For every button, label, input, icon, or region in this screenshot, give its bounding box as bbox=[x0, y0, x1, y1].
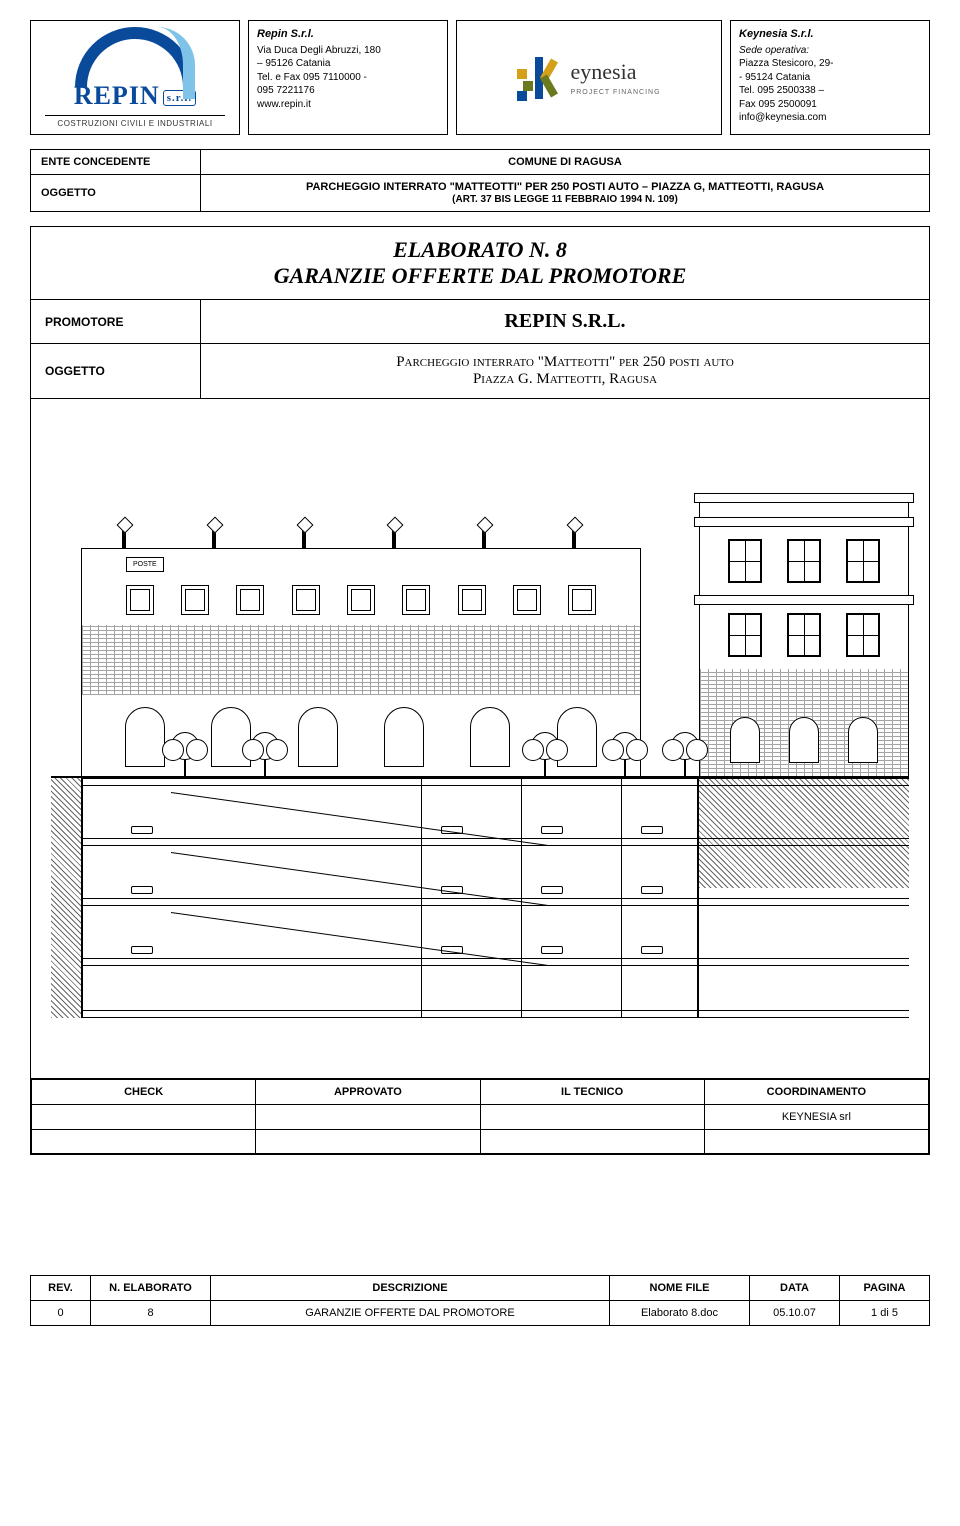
main-title: ELABORATO N. 8 GARANZIE OFFERTE DAL PROM… bbox=[31, 227, 930, 300]
check-h1: CHECK bbox=[32, 1080, 256, 1105]
keynesia-addr-line: Fax 095 2500091 bbox=[739, 99, 817, 110]
main-title-line2: GARANZIE OFFERTE DAL PROMOTORE bbox=[274, 263, 687, 288]
footer-num: 8 bbox=[91, 1301, 211, 1326]
ente-label: ENTE CONCEDENTE bbox=[31, 150, 201, 175]
repin-addr-line: www.repin.it bbox=[257, 99, 311, 110]
oggetto-top-line1: PARCHEGGIO INTERRATO "MATTEOTTI" PER 250… bbox=[306, 181, 824, 193]
oggetto-top-value: PARCHEGGIO INTERRATO "MATTEOTTI" PER 250… bbox=[201, 175, 930, 212]
repin-addr-line: Tel. e Fax 095 7110000 - bbox=[257, 72, 367, 83]
footer-desc: GARANZIE OFFERTE DAL PROMOTORE bbox=[211, 1301, 610, 1326]
repin-addr-line: – 95126 Catania bbox=[257, 58, 330, 69]
footer-h2: N. ELABORATO bbox=[91, 1276, 211, 1301]
promotore-label: PROMOTORE bbox=[31, 300, 201, 344]
underground-section bbox=[81, 778, 909, 1018]
check-cell bbox=[32, 1105, 256, 1130]
footer-pagina: 1 di 5 bbox=[840, 1301, 930, 1326]
footer-file: Elaborato 8.doc bbox=[610, 1301, 750, 1326]
keynesia-address-cell: Keynesia S.r.l. Sede operativa: Piazza S… bbox=[730, 20, 930, 135]
oggetto-label: OGGETTO bbox=[31, 344, 201, 399]
keynesia-name: eynesia bbox=[571, 59, 637, 84]
check-cell bbox=[480, 1130, 704, 1154]
keynesia-addr-line: info@keynesia.com bbox=[739, 112, 826, 123]
keynesia-sub: PROJECT FINANCING bbox=[571, 89, 661, 96]
oggetto-top-line2: (ART. 37 BIS LEGGE 11 FEBBRAIO 1994 N. 1… bbox=[452, 194, 678, 205]
repin-arc-icon bbox=[75, 27, 195, 87]
repin-logo: REPINs.r.l. COSTRUZIONI CIVILI E INDUSTR… bbox=[45, 27, 225, 128]
oggetto-value: Parcheggio interrato "Matteotti" per 250… bbox=[201, 344, 930, 399]
oggetto-top-label: OGGETTO bbox=[31, 175, 201, 212]
footer-table: REV. N. ELABORATO DESCRIZIONE NOME FILE … bbox=[30, 1275, 930, 1326]
check-cell bbox=[480, 1105, 704, 1130]
facade-right bbox=[699, 498, 909, 778]
keynesia-addr-line: Sede operativa: bbox=[739, 45, 809, 56]
footer-data: 05.10.07 bbox=[750, 1301, 840, 1326]
check-h4: COORDINAMENTO bbox=[704, 1080, 928, 1105]
keynesia-mark-icon bbox=[517, 55, 563, 101]
footer-h6: PAGINA bbox=[840, 1276, 930, 1301]
check-h2: APPROVATO bbox=[256, 1080, 480, 1105]
tree-icon bbox=[611, 732, 639, 776]
tree-icon bbox=[251, 732, 279, 776]
repin-addr-line: Via Duca Degli Abruzzi, 180 bbox=[257, 45, 381, 56]
architectural-drawing: POSTE bbox=[31, 399, 930, 1079]
oggetto-line2: Piazza G. Matteotti, Ragusa bbox=[473, 371, 657, 387]
check-cell bbox=[704, 1130, 928, 1154]
header-row: REPINs.r.l. COSTRUZIONI CIVILI E INDUSTR… bbox=[30, 20, 930, 135]
promotore-value: REPIN S.R.L. bbox=[201, 300, 930, 344]
footer-h5: DATA bbox=[750, 1276, 840, 1301]
repin-company: Repin S.r.l. bbox=[257, 27, 439, 42]
poste-sign: POSTE bbox=[126, 557, 164, 572]
check-cell bbox=[256, 1105, 480, 1130]
footer-rev: 0 bbox=[31, 1301, 91, 1326]
tree-icon bbox=[671, 732, 699, 776]
oggetto-line1: Parcheggio interrato "Matteotti" per 250… bbox=[396, 354, 734, 370]
footer-h3: DESCRIZIONE bbox=[211, 1276, 610, 1301]
keynesia-logo-cell: eynesia PROJECT FINANCING bbox=[456, 20, 722, 135]
repin-address-cell: Repin S.r.l. Via Duca Degli Abruzzi, 180… bbox=[248, 20, 448, 135]
tree-icon bbox=[531, 732, 559, 776]
check-coord-value: KEYNESIA srl bbox=[704, 1105, 928, 1130]
keynesia-text: eynesia PROJECT FINANCING bbox=[571, 59, 661, 97]
footer-h4: NOME FILE bbox=[610, 1276, 750, 1301]
keynesia-logo: eynesia PROJECT FINANCING bbox=[489, 55, 689, 101]
check-h3: IL TECNICO bbox=[480, 1080, 704, 1105]
keynesia-addr-line: Tel. 095 2500338 – bbox=[739, 85, 824, 96]
check-cell bbox=[32, 1130, 256, 1154]
main-box: ELABORATO N. 8 GARANZIE OFFERTE DAL PROM… bbox=[30, 226, 930, 1155]
keynesia-company: Keynesia S.r.l. bbox=[739, 27, 921, 42]
repin-addr-line: 095 7221176 bbox=[257, 85, 315, 96]
tree-icon bbox=[171, 732, 199, 776]
repin-tagline: COSTRUZIONI CIVILI E INDUSTRIALI bbox=[45, 115, 225, 128]
keynesia-addr-line: - 95124 Catania bbox=[739, 72, 810, 83]
check-cell bbox=[256, 1130, 480, 1154]
check-row: CHECK APPROVATO IL TECNICO COORDINAMENTO… bbox=[31, 1079, 930, 1155]
main-title-line1: ELABORATO N. 8 bbox=[393, 237, 567, 262]
footer-h1: REV. bbox=[31, 1276, 91, 1301]
ente-value: COMUNE DI RAGUSA bbox=[201, 150, 930, 175]
ente-oggetto-table: ENTE CONCEDENTE COMUNE DI RAGUSA OGGETTO… bbox=[30, 149, 930, 212]
repin-logo-cell: REPINs.r.l. COSTRUZIONI CIVILI E INDUSTR… bbox=[30, 20, 240, 135]
keynesia-addr-line: Piazza Stesicoro, 29- bbox=[739, 58, 834, 69]
earth-hatch bbox=[51, 778, 81, 1018]
